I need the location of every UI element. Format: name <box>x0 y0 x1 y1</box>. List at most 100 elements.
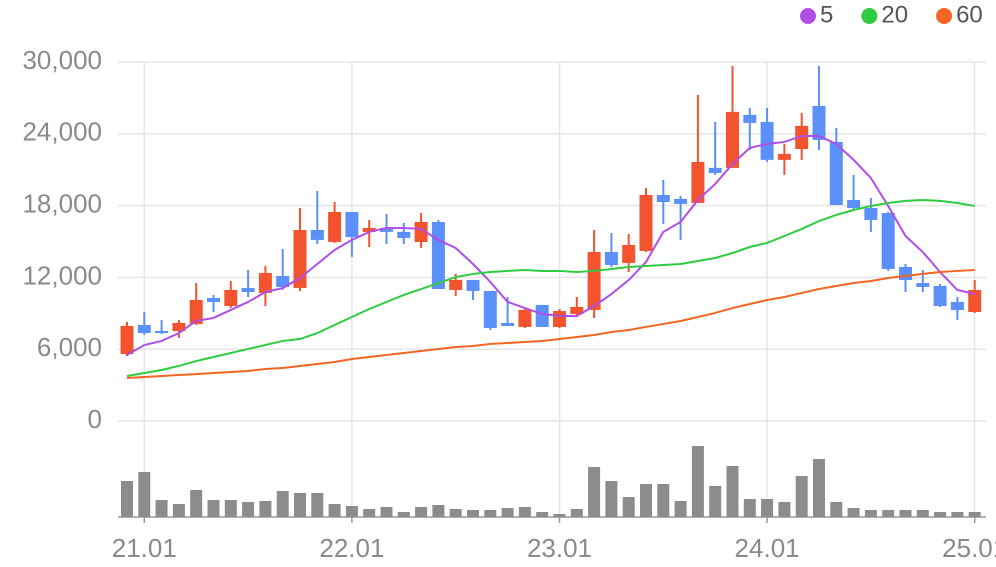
candle-body <box>172 322 186 332</box>
volume-bar <box>882 510 895 517</box>
candle-body <box>501 322 515 326</box>
candle-body <box>916 283 930 287</box>
ma-line <box>126 268 975 380</box>
y-tick-label: 18,000 <box>22 188 102 218</box>
volume-bar <box>518 507 531 517</box>
volume-bar <box>345 506 358 517</box>
volume-bar <box>484 510 497 517</box>
candle-body <box>224 289 238 307</box>
candle-body <box>397 231 411 238</box>
x-tick-label: 21.01 <box>112 533 177 563</box>
volume-bar <box>951 512 964 517</box>
candle-body <box>570 306 584 315</box>
volume-bar <box>813 459 825 517</box>
candle-body <box>120 325 134 354</box>
x-tick-label: 24.01 <box>735 533 800 563</box>
y-tick-label: 12,000 <box>22 260 102 290</box>
y-tick-label: 6,000 <box>37 332 102 362</box>
candle-body <box>293 230 307 288</box>
candle-body <box>604 252 618 265</box>
candle-body <box>656 194 670 203</box>
volume-bar <box>276 491 289 517</box>
candle-body <box>207 297 220 302</box>
candle-body <box>968 289 982 312</box>
legend-label: 20 <box>881 1 908 28</box>
candle-body <box>483 290 497 329</box>
volume-bar <box>570 509 583 517</box>
volume-bar <box>121 481 133 517</box>
volume-bar <box>259 501 272 517</box>
candle-body <box>345 211 359 237</box>
legend-marker <box>861 8 878 24</box>
legend: 5 20 60 <box>800 1 983 28</box>
ma-line <box>126 198 975 377</box>
volume-bar <box>743 499 756 517</box>
x-tick-label: 25.01 <box>942 533 996 563</box>
candle-body <box>881 213 895 270</box>
volume-bar <box>726 466 739 517</box>
volume-bar <box>294 493 306 517</box>
legend-label: 60 <box>956 1 983 28</box>
volume-bar <box>328 504 341 517</box>
candle-body <box>258 272 272 293</box>
legend-marker <box>800 8 816 24</box>
ma-line <box>126 134 975 356</box>
volume-bar <box>674 501 687 517</box>
candle-body <box>535 304 549 327</box>
candle-body <box>777 153 791 160</box>
candle-body <box>328 211 342 242</box>
candle-body <box>189 300 203 324</box>
candle-body <box>847 199 861 208</box>
volume-bar <box>190 490 203 517</box>
x-tick-label: 22.01 <box>319 533 384 563</box>
candle-body <box>276 275 290 287</box>
candle-body <box>449 279 463 290</box>
candle-body <box>760 121 774 160</box>
volume-bar <box>761 499 774 517</box>
volume-bar <box>795 476 808 517</box>
y-tick-label: 0 <box>88 404 102 434</box>
candle-body <box>829 141 843 206</box>
x-tick-label: 23.01 <box>527 533 592 563</box>
candle-body <box>950 301 964 310</box>
legend-label: 5 <box>820 1 833 28</box>
candle-body <box>933 286 947 307</box>
candle-body <box>864 207 878 220</box>
candle-body <box>518 309 532 327</box>
candle-body <box>691 161 705 203</box>
volume-bar <box>155 500 168 517</box>
volume-bar <box>553 514 566 517</box>
candle-body <box>639 194 653 251</box>
volume-bar <box>415 507 428 517</box>
volume-bar <box>778 502 791 517</box>
legend-marker <box>936 8 953 24</box>
candle-body <box>380 227 393 232</box>
volume-bar <box>224 500 237 517</box>
volume-bar <box>138 472 151 517</box>
volume-bar <box>847 508 860 517</box>
volume-bar <box>380 507 393 517</box>
volume-bar <box>242 502 255 517</box>
candle-body <box>310 230 324 240</box>
candle-body <box>414 221 428 242</box>
volume-bar <box>968 512 981 517</box>
volume-bar <box>934 512 947 517</box>
candle-body <box>155 331 169 334</box>
candle-body <box>743 114 757 123</box>
candle-body <box>362 227 376 232</box>
volume-bar <box>605 481 618 517</box>
candle-body <box>622 244 636 263</box>
candle-body <box>466 279 480 291</box>
volume-bar <box>363 509 376 517</box>
volume-bar <box>501 508 514 517</box>
candle-body <box>241 288 255 292</box>
volume-bar <box>657 484 670 517</box>
candle-body <box>726 111 739 168</box>
volume-bar <box>640 484 652 517</box>
volume-bar <box>536 512 549 517</box>
volume-bar <box>311 493 324 517</box>
candle-body <box>431 221 445 290</box>
volume-bar <box>916 510 929 517</box>
volume-bar <box>588 467 601 517</box>
